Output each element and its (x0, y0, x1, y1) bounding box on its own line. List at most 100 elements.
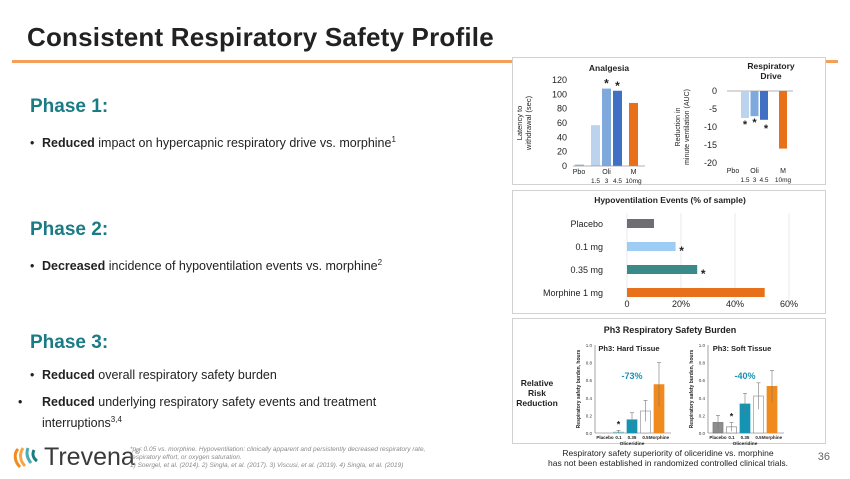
bullet-citation: 3,4 (110, 415, 122, 424)
category-label: 0.1 mg (575, 242, 603, 252)
slide-title: Consistent Respiratory Safety Profile (27, 22, 494, 52)
hypoventilation-chart: Hypoventilation Events (% of sample) Plac… (543, 195, 798, 309)
reduction-annotation: -73% (621, 371, 642, 381)
trevena-logo: Trevena ® (12, 443, 140, 472)
bullet-citation: 2 (377, 258, 383, 267)
category-label: 0.35 mg (570, 265, 603, 275)
chart-title: Ph3: Soft Tissue (713, 344, 772, 353)
bar (627, 242, 676, 251)
y-tick-label: -20 (704, 158, 717, 168)
phase-3-heading: Phase 3: (30, 332, 109, 353)
y-tick-label: 0 (562, 161, 567, 171)
y-tick-label: 0.4 (699, 396, 706, 401)
y-tick-label: 120 (552, 75, 567, 85)
footnote: *p < 0.05 vs. morphine. Hypoventilation:… (130, 446, 425, 470)
x-tick-label: Placebo (596, 435, 614, 440)
group-label: Oli (750, 168, 759, 175)
y-tick-label: 1.0 (586, 343, 593, 348)
chart-title: Hypoventilation Events (% of sample) (594, 195, 746, 205)
bullet-text: incidence of hypoventilation events vs. … (105, 259, 378, 274)
y-tick-label: 0.2 (699, 413, 706, 418)
bar (591, 125, 600, 166)
bar (741, 91, 749, 118)
significance-marker: * (730, 411, 734, 421)
phase-2-chart-panel: Hypoventilation Events (% of sample) Plac… (512, 190, 826, 314)
y-tick-label: 80 (557, 104, 567, 114)
group-label: M (780, 168, 786, 175)
y-tick-label: 0.6 (586, 378, 593, 383)
x-tick-label: 0.5 (755, 435, 762, 440)
x-tick-label: Morphine (649, 435, 670, 440)
x-tick-label: 0.35 (628, 435, 637, 440)
y-axis-label-line2: withdrawal (sec) (524, 95, 533, 151)
group-label: M (631, 169, 637, 176)
bar (779, 91, 787, 149)
ph3-hard-tissue-chart: Ph3: Hard Tissue 0.0 0.2 0.4 0.6 0.8 1.0 Respir… (576, 343, 671, 447)
logo-registered-mark: ® (134, 449, 140, 456)
y-tick-label: 1.0 (699, 343, 706, 348)
chart-title-line1: Respiratory (747, 61, 795, 71)
ph3-soft-tissue-chart: Ph3: Soft Tissue 0.0 0.2 0.4 0.6 0.8 1.0 Respir… (689, 343, 784, 447)
bar (613, 90, 622, 166)
y-axis-label: Respiratory safety burden, hours (689, 349, 695, 428)
y-tick-label: 0.4 (586, 396, 593, 401)
x-axis-label: Oliceridine (620, 441, 645, 445)
x-tick-label: Placebo (709, 435, 727, 440)
significance-marker: * (701, 267, 706, 281)
y-axis-label-line1: Latency to (515, 106, 524, 141)
y-tick-label: 0.8 (586, 361, 593, 366)
x-tick-label: 0.1 (615, 435, 622, 440)
significance-marker: * (617, 419, 621, 429)
significance-marker: * (679, 244, 684, 258)
phase-3-bullet-2: • Reduced underlying respiratory safety e… (18, 395, 377, 431)
y-axis-label-line1: Reduction in (675, 107, 682, 146)
significance-marker: * (615, 79, 620, 93)
phase-3-charts: Ph3 Respiratory Safety Burden Relative R… (516, 325, 784, 447)
category-label: Placebo (570, 219, 603, 229)
category-label: Morphine 1 mg (543, 288, 603, 298)
dose-label: 1.5 (591, 178, 600, 185)
chart-caption: Respiratory safety superiority of olicer… (513, 448, 823, 468)
bar (627, 265, 698, 274)
phase-3-chart-panel: Ph3 Respiratory Safety Burden Relative R… (512, 318, 826, 447)
phase-2-heading: Phase 2: (30, 219, 109, 240)
group-label: Pbo (727, 168, 740, 175)
x-tick-label: 0.1 (728, 435, 735, 440)
phase-3-bullet-1: • Reduced overall respiratory safety burd… (30, 368, 277, 382)
bar (627, 219, 654, 228)
dose-label: 4.5 (613, 178, 622, 185)
bullet-text: impact on hypercapnic respiratory drive … (94, 136, 392, 151)
y-tick-label: 40 (557, 132, 567, 142)
significance-marker: * (764, 123, 769, 135)
dose-label: 10mg (625, 178, 642, 185)
dose-label: 3 (605, 178, 609, 185)
significance-marker: * (752, 117, 757, 129)
bar (602, 88, 611, 166)
dose-label: 1.5 (740, 177, 749, 184)
relative-risk-label-line3: Reduction (516, 398, 558, 408)
y-tick-label: -5 (709, 104, 717, 114)
bullet-text: overall respiratory safety burden (94, 368, 277, 382)
significance-marker: * (604, 77, 609, 91)
x-tick-label: 60% (780, 299, 798, 309)
title-divider (12, 60, 838, 63)
ph3-panel-title: Ph3 Respiratory Safety Burden (604, 325, 737, 335)
dose-label: 10mg (775, 177, 792, 184)
x-tick-label: 20% (672, 299, 690, 309)
y-tick-label: 100 (552, 89, 567, 99)
bar (575, 164, 584, 166)
dose-label: 3 (753, 177, 757, 184)
bar (760, 91, 768, 120)
y-axis-label-line2: minute ventilation (AUC) (684, 89, 691, 165)
bar (750, 91, 759, 117)
y-tick-label: 0.0 (586, 431, 593, 436)
analgesia-chart: Analgesia 0 20 40 60 80 100 120 Latency to withdr… (515, 63, 645, 185)
trevena-logo-icon (13, 446, 38, 468)
reduction-annotation: -40% (734, 371, 755, 381)
phase-1-bullet-1: • Reduced impact on hypercapnic respirato… (30, 135, 396, 151)
x-tick-label: Morphine (762, 435, 783, 440)
group-label: Oli (602, 169, 611, 176)
chart-title: Ph3: Hard Tissue (598, 344, 659, 353)
bar (629, 102, 638, 166)
